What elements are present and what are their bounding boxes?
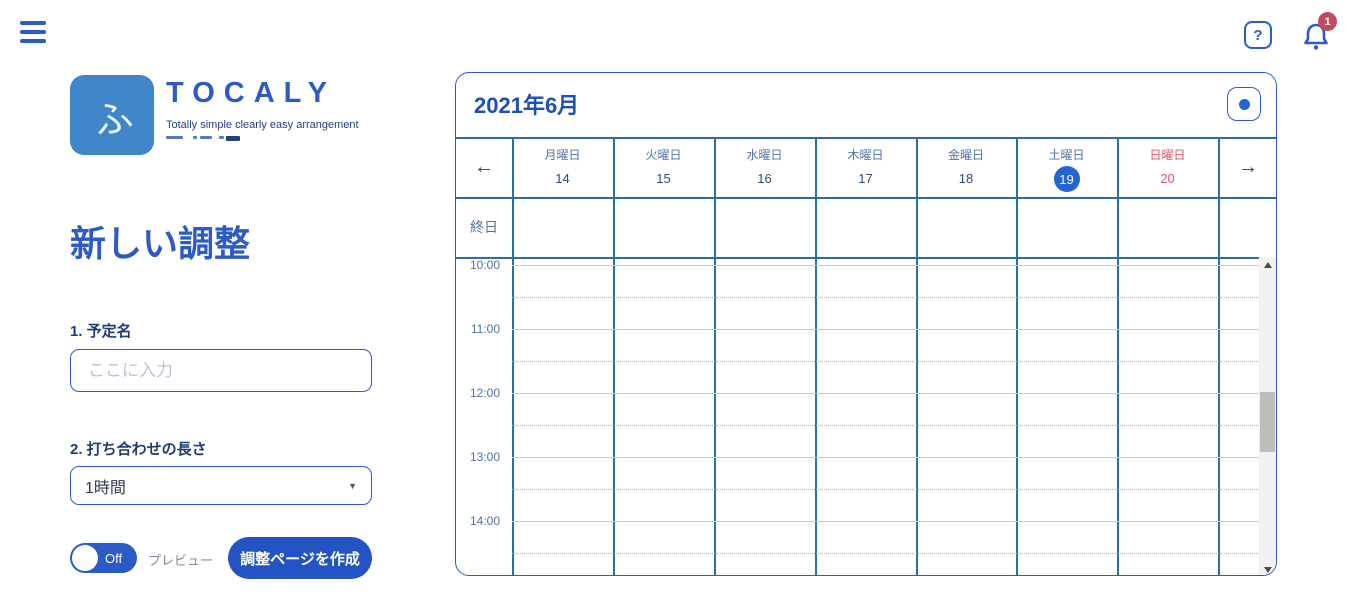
today-dot-icon (1238, 98, 1250, 110)
today-button[interactable] (1227, 87, 1261, 121)
half-hour-line (512, 361, 1259, 362)
hamburger-bar (20, 21, 46, 25)
scroll-up-button[interactable] (1259, 257, 1276, 272)
preview-label: プレビュー (148, 553, 214, 568)
event-name-input[interactable] (70, 349, 372, 392)
scrollbar-thumb[interactable] (1260, 392, 1275, 452)
time-label: 14:00 (469, 514, 500, 528)
menu-hamburger-icon[interactable] (20, 21, 46, 47)
column-line (1218, 137, 1220, 575)
app-logo: ふ TOCALY Totally simple clearly easy arr… (70, 75, 359, 155)
divider (456, 137, 1276, 139)
scroll-up-icon (1263, 261, 1272, 268)
hamburger-bar (20, 30, 46, 34)
time-label: 11:00 (470, 322, 500, 336)
hour-line (512, 329, 1259, 330)
vertical-scrollbar[interactable] (1259, 257, 1276, 575)
column-line (1016, 137, 1018, 575)
notification-badge: 1 (1318, 12, 1337, 31)
chevron-down-icon: ▼ (348, 480, 357, 491)
all-day-label: 終日 (470, 219, 498, 235)
meeting-length-value: 1時間 (85, 479, 126, 497)
toggle-state-label: Off (105, 550, 123, 566)
left-arrow-icon: ← (474, 155, 494, 178)
column-line (1117, 137, 1119, 575)
half-hour-line (512, 297, 1259, 298)
brand-name: TOCALY (166, 77, 337, 109)
day-header-saturday-selected[interactable]: 土曜日 19 (1016, 137, 1117, 197)
help-glyph: ? (1253, 26, 1263, 44)
column-line (714, 137, 716, 575)
time-label: 10:00 (469, 258, 500, 272)
half-hour-line (512, 489, 1259, 490)
help-icon[interactable]: ? (1244, 21, 1272, 49)
preview-toggle[interactable]: Off (70, 543, 137, 573)
half-hour-line (512, 553, 1259, 554)
column-line (613, 137, 615, 575)
half-hour-line (512, 425, 1259, 426)
next-week-button[interactable]: → (1218, 137, 1276, 197)
day-header-sunday[interactable]: 日曜日 20 (1149, 148, 1186, 186)
selected-date-circle: 19 (1053, 166, 1080, 192)
column-line (815, 137, 817, 575)
calendar-month-title: 2021年6月 (474, 93, 580, 118)
logo-square-icon: ふ (70, 75, 154, 155)
scroll-down-button[interactable] (1259, 562, 1276, 575)
column-line (512, 137, 514, 575)
divider (456, 257, 1276, 259)
right-arrow-icon: → (1238, 155, 1258, 178)
hour-line (512, 393, 1259, 394)
tagline-decoration (166, 136, 359, 141)
prev-week-button[interactable]: ← (456, 137, 512, 197)
time-label: 12:00 (469, 386, 500, 400)
column-line (916, 137, 918, 575)
day-header-monday[interactable]: 月曜日 14 (544, 148, 581, 186)
day-header-wednesday[interactable]: 水曜日 16 (746, 148, 783, 186)
day-header-friday[interactable]: 金曜日 18 (947, 148, 984, 186)
divider (456, 197, 1276, 199)
meeting-length-label: 2. 打ち合わせの長さ (70, 441, 207, 458)
hamburger-bar (20, 39, 46, 43)
time-label: 13:00 (469, 450, 500, 464)
scroll-down-icon (1263, 566, 1272, 573)
brand-tagline: Totally simple clearly easy arrangement (166, 119, 359, 131)
create-page-button[interactable]: 調整ページを作成 (228, 537, 372, 579)
page-title: 新しい調整 (70, 223, 251, 264)
event-name-label: 1. 予定名 (70, 323, 132, 340)
time-grid[interactable]: 10:00 11:00 12:00 13:00 14:00 (456, 257, 1276, 575)
logo-symbol: ふ (89, 94, 137, 145)
notifications-button[interactable]: 1 (1302, 12, 1338, 54)
toggle-knob (72, 545, 98, 571)
meeting-length-select[interactable]: 1時間 ▼ (70, 466, 372, 505)
calendar-panel: 2021年6月 ← → 月曜日 14 火曜日 15 (455, 72, 1277, 576)
hour-line (512, 457, 1259, 458)
day-header-thursday[interactable]: 木曜日 17 (847, 148, 884, 186)
day-header-tuesday[interactable]: 火曜日 15 (645, 148, 682, 186)
hour-line (512, 521, 1259, 522)
hour-line (512, 265, 1259, 266)
